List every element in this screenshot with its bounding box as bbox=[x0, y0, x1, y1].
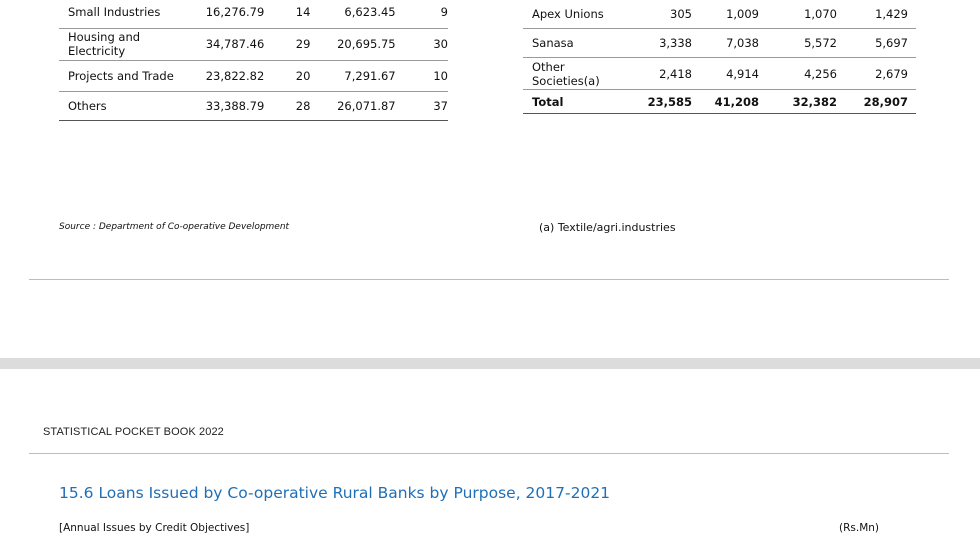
cell-value: 9 bbox=[440, 4, 448, 19]
cell-value: 34,787.46 bbox=[205, 37, 265, 51]
table-row: Other Societies(a) 2,418 4,914 4,256 2,6… bbox=[523, 58, 916, 90]
cell-value: 6,623.45 bbox=[344, 4, 396, 19]
cell-value: 4,256 bbox=[804, 66, 837, 81]
footnote: (a) Textile/agri.industries bbox=[539, 221, 676, 234]
unit-label: (Rs.Mn) bbox=[839, 522, 880, 534]
cell-value: 28 bbox=[295, 98, 311, 113]
table-row: Others 33,388.79 28 26,071.87 37 bbox=[59, 91, 448, 120]
cell-value: 32,382 bbox=[792, 94, 837, 109]
cell-value: 305 bbox=[670, 7, 692, 21]
cell-value: 4,914 bbox=[726, 66, 759, 81]
cell-value: 2,418 bbox=[659, 66, 692, 81]
page-header: STATISTICAL POCKET BOOK 2022 bbox=[43, 426, 224, 438]
section-subtitle: [Annual Issues by Credit Objectives] bbox=[59, 522, 250, 534]
cell-value: 1,070 bbox=[804, 7, 837, 21]
cell-value: 20 bbox=[295, 68, 311, 83]
cell-value: 7,038 bbox=[726, 36, 759, 50]
page-gap bbox=[0, 358, 980, 369]
cell-value: 5,572 bbox=[804, 36, 837, 50]
cell-value: 14 bbox=[295, 4, 311, 19]
row-label: Apex Unions bbox=[532, 7, 604, 21]
cell-value: 1,009 bbox=[726, 7, 759, 21]
row-label: Housing and Electricity bbox=[68, 30, 141, 58]
row-label: Others bbox=[68, 98, 107, 113]
cell-value: 3,338 bbox=[659, 36, 692, 50]
source-note: Source : Department of Co-operative Deve… bbox=[59, 222, 290, 232]
right-data-table: Apex Unions 305 1,009 1,070 1,429 Sanasa… bbox=[523, 0, 916, 114]
cell-value: 26,071.87 bbox=[337, 98, 396, 113]
cell-value: 16,276.79 bbox=[205, 4, 265, 19]
row-label: Total bbox=[532, 94, 564, 109]
cell-value: 23,822.82 bbox=[205, 68, 265, 83]
section-title: 15.6 Loans Issued by Co-operative Rural … bbox=[59, 484, 611, 502]
row-label: Sanasa bbox=[532, 36, 574, 50]
cell-value: 20,695.75 bbox=[337, 37, 396, 51]
left-data-table: Small Industries 16,276.79 14 6,623.45 9… bbox=[59, 0, 448, 121]
divider bbox=[29, 453, 949, 454]
row-label: Other Societies(a) bbox=[532, 59, 600, 88]
cell-value: 5,697 bbox=[875, 36, 908, 50]
row-label: Projects and Trade bbox=[68, 68, 174, 83]
cell-value: 10 bbox=[433, 68, 448, 83]
cell-value: 1,429 bbox=[875, 7, 908, 21]
cell-value: 28,907 bbox=[863, 94, 908, 109]
cell-value: 29 bbox=[295, 37, 311, 51]
table-row: Small Industries 16,276.79 14 6,623.45 9 bbox=[59, 0, 448, 28]
table-row: Housing and Electricity 34,787.46 29 20,… bbox=[59, 28, 448, 60]
total-row: Total 23,585 41,208 32,382 28,907 bbox=[523, 90, 916, 114]
cell-value: 7,291.67 bbox=[344, 68, 396, 83]
table-row: Apex Unions 305 1,009 1,070 1,429 bbox=[523, 0, 916, 29]
cell-value: 37 bbox=[433, 98, 448, 113]
table-row: Projects and Trade 23,822.82 20 7,291.67… bbox=[59, 60, 448, 91]
table-row: Sanasa 3,338 7,038 5,572 5,697 bbox=[523, 29, 916, 58]
divider bbox=[29, 279, 949, 280]
cell-value: 30 bbox=[433, 37, 448, 51]
row-label: Small Industries bbox=[68, 4, 161, 19]
cell-value: 33,388.79 bbox=[205, 98, 265, 113]
cell-value: 2,679 bbox=[875, 66, 908, 81]
cell-value: 23,585 bbox=[647, 94, 692, 109]
cell-value: 41,208 bbox=[714, 94, 759, 109]
